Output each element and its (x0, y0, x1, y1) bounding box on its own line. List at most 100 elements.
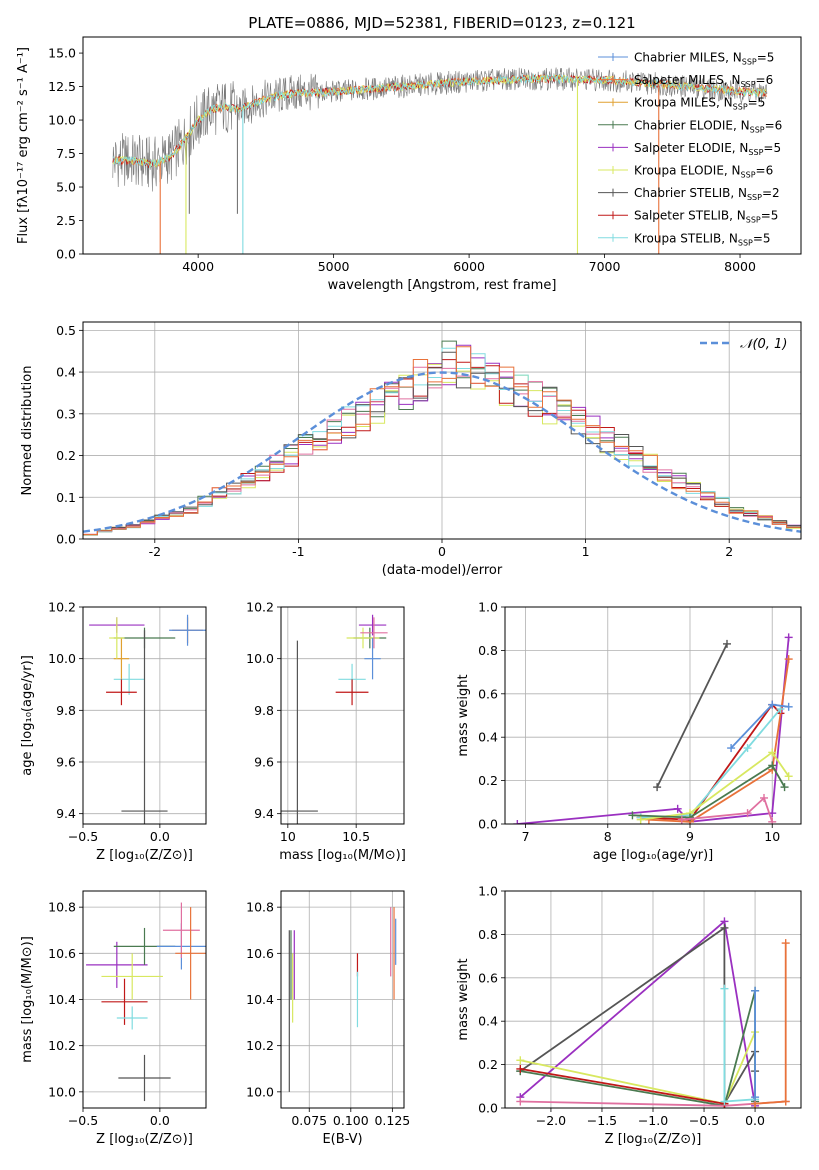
x-tick-label: −2.0 (536, 1113, 566, 1128)
y-axis-label: age [log₁₀(age/yr)] (20, 655, 35, 776)
histogram-steps (83, 351, 801, 536)
y-tick-label: 10.0 (48, 113, 76, 128)
x-tick-label: -2 (149, 544, 161, 559)
series-line (656, 643, 728, 788)
x-tick-label: −0.5 (689, 1113, 719, 1128)
axes-frame (82, 36, 802, 255)
legend-subscript: SSP (747, 193, 762, 202)
x-tick-label: 5000 (318, 259, 350, 274)
x-tick-label: 0.075 (291, 1113, 327, 1128)
y-tick-label: 0.1 (56, 490, 76, 505)
legend-subscript: SSP (741, 80, 756, 89)
axes-frame (504, 890, 802, 1109)
y-tick-label: 10.8 (246, 900, 274, 915)
y-tick-label: 0.2 (56, 448, 76, 463)
legend-subscript: SSP (746, 216, 761, 225)
y-tick-label: 10.2 (48, 600, 76, 615)
legend-subscript: SSP (733, 103, 748, 112)
legend-label: Kroupa MILES, NSSP=5 (634, 96, 765, 112)
plot-area (83, 891, 206, 1108)
y-tick-label: 0.4 (478, 730, 498, 745)
histogram-steps (83, 346, 801, 535)
x-tick-label: 0.0 (150, 1113, 170, 1128)
legend-subscript: SSP (741, 171, 756, 180)
legend-subscript: SSP (748, 148, 763, 157)
y-axis-label: mass [log₁₀(M/M⊙)] (20, 936, 35, 1063)
legend-label: Salpeter STELIB, NSSP=5 (634, 209, 778, 225)
y-tick-label: 0.4 (56, 365, 76, 380)
legend-label: Kroupa STELIB, NSSP=5 (634, 231, 771, 247)
x-tick-label: 0.100 (333, 1113, 369, 1128)
plot-area (112, 67, 768, 254)
y-tick-label: 10.0 (48, 651, 76, 666)
x-tick-label: −1.0 (638, 1113, 668, 1128)
y-tick-label: 5.0 (56, 180, 76, 195)
y-tick-label: 0.0 (478, 817, 498, 832)
x-tick-label: 0.125 (374, 1113, 410, 1128)
y-tick-label: 12.5 (48, 79, 76, 94)
y-tick-label: 0.2 (478, 1057, 498, 1072)
legend-label-rest: =5 (748, 96, 766, 110)
legend-label-rest: =6 (756, 73, 774, 87)
x-tick-label: 0.0 (150, 829, 170, 844)
legend-label-rest: =2 (762, 186, 780, 200)
y-tick-label: 10.0 (246, 1084, 274, 1099)
x-axis-label: Z [log₁₀(Z/Z⊙)] (96, 1132, 193, 1147)
axes-frame (82, 606, 207, 825)
series-line (520, 1068, 725, 1105)
x-axis-label: (data-model)/error (382, 563, 503, 578)
x-axis-label: E(B-V) (322, 1132, 362, 1147)
x-tick-label: 7000 (589, 259, 621, 274)
y-tick-label: 0.2 (478, 773, 498, 788)
y-tick-label: 10.8 (48, 900, 76, 915)
x-axis-label: Z [log₁₀(Z/Z⊙)] (96, 848, 193, 863)
axes-frame (280, 606, 405, 825)
spectrum-model-line (112, 73, 767, 168)
chart-title: PLATE=0886, MJD=52381, FIBERID=0123, z=0… (248, 14, 635, 32)
y-axis-label: Flux [fλ10⁻¹⁷ erg cm⁻² s⁻¹ A⁻¹] (16, 47, 31, 244)
x-tick-label: 8 (604, 829, 612, 844)
plot-area (281, 891, 404, 1108)
x-axis-label: age [log₁₀(age/yr)] (593, 848, 714, 863)
y-tick-label: 0.8 (478, 643, 498, 658)
y-tick-label: 10.2 (246, 1038, 274, 1053)
y-tick-label: 9.8 (56, 703, 76, 718)
y-tick-label: 7.5 (56, 146, 76, 161)
legend-label: Chabrier MILES, NSSP=5 (634, 51, 774, 67)
series-line (640, 703, 782, 821)
legend-label: Kroupa ELODIE, NSSP=6 (634, 164, 773, 180)
y-tick-label: 10.6 (246, 946, 274, 961)
y-axis-label: mass weight (456, 958, 471, 1040)
x-tick-label: 10.5 (342, 829, 370, 844)
panel-age_vs_mass: 10 10.5 9.4 9.6 9.8 10.0 10.2 mass [log₁₀(M/M⊙)… (246, 600, 406, 864)
legend-subscript: SSP (742, 58, 757, 67)
legend-label-rest: =5 (761, 209, 779, 223)
y-tick-label: 1.0 (478, 884, 498, 899)
legend: Chabrier MILES, NSSP=5 Salpeter MILES, NS… (598, 51, 782, 247)
legend-label: Chabrier ELODIE, NSSP=6 (634, 118, 782, 134)
y-tick-label: 0.3 (56, 406, 76, 421)
y-tick-label: 0.0 (56, 532, 76, 547)
axes-frame (280, 890, 405, 1109)
legend-subscript: SSP (738, 238, 753, 247)
x-tick-label: −1.5 (587, 1113, 617, 1128)
panel-residuals: -2 -1 0 1 2 0.0 0.1 0.2 0.3 0.4 0.5 (data-model)/er… (20, 321, 802, 578)
axes-frame (82, 321, 802, 540)
x-tick-label: 1 (582, 544, 590, 559)
y-tick-label: 10.6 (48, 946, 76, 961)
plot-area (505, 607, 801, 824)
y-tick-label: 10.4 (246, 992, 274, 1007)
y-tick-label: 10.2 (246, 600, 274, 615)
panel-weight_vs_Z: −2.0 −1.5 −1.0 −0.5 0.0 0.0 0.2 0.4 0.6 0.8 1.0 Z [… (456, 884, 802, 1147)
y-tick-label: 10.2 (48, 1038, 76, 1053)
y-tick-label: 9.4 (56, 806, 76, 821)
x-axis-label: Z [log₁₀(Z/Z⊙)] (605, 1132, 702, 1147)
y-tick-label: 2.5 (56, 213, 76, 228)
x-tick-label: 2 (725, 544, 733, 559)
legend-label-rest: =6 (765, 118, 783, 132)
legend-label-rest: =5 (763, 141, 781, 155)
series-line (755, 943, 787, 1105)
panel-age_vs_Z: −0.5 0.0 9.4 9.6 9.8 10.0 10.2 Z [log₁₀(Z/Z⊙)] a… (20, 600, 207, 863)
x-tick-label: −0.5 (68, 829, 98, 844)
plot-area (505, 891, 801, 1108)
